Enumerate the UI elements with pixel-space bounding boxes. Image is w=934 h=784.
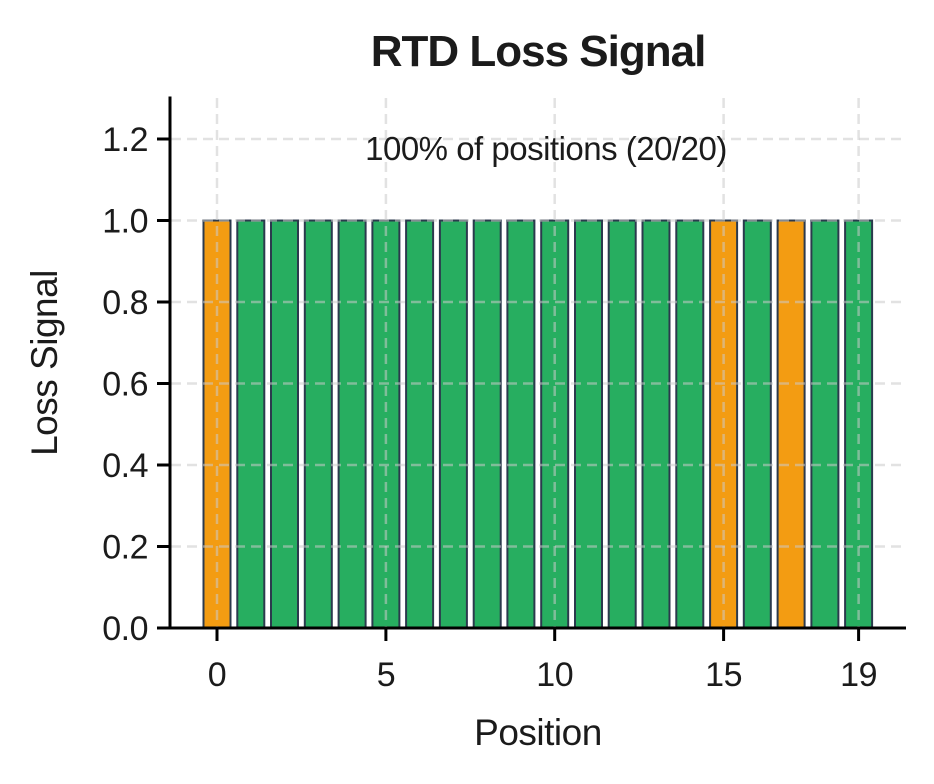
x-tick-label: 5 <box>377 656 395 694</box>
bar <box>405 219 435 629</box>
y-tick-label: 0.4 <box>102 447 148 485</box>
y-tick-label: 1.0 <box>102 203 148 241</box>
chart-title: RTD Loss Signal <box>371 27 706 76</box>
x-tick-label: 0 <box>208 656 226 694</box>
bar <box>810 219 840 629</box>
tick-labels: 0.0 0.2 0.4 0.6 0.8 1.0 1.2 0 5 10 15 19 <box>102 121 877 694</box>
bar <box>742 219 772 629</box>
axes <box>157 96 906 641</box>
y-tick-label: 0.6 <box>102 366 148 404</box>
y-tick-label: 0.2 <box>102 529 148 567</box>
bar <box>337 219 367 629</box>
x-tick-label: 19 <box>840 656 877 694</box>
y-tick-label: 0.8 <box>102 284 148 322</box>
bar <box>236 219 266 629</box>
bar <box>472 219 502 629</box>
bar <box>574 219 603 629</box>
bar <box>506 219 536 629</box>
annotation-text: 100% of positions (20/20) <box>365 130 727 167</box>
bar <box>675 219 705 629</box>
bar <box>438 219 468 629</box>
y-tick-label: 1.2 <box>102 121 148 159</box>
y-tick-label: 0.0 <box>102 610 148 648</box>
bar <box>270 219 299 629</box>
bar-highlighted <box>776 219 806 629</box>
x-tick-label: 15 <box>705 656 742 694</box>
bar <box>607 219 637 629</box>
x-tick-label: 10 <box>536 656 573 694</box>
gridlines <box>171 98 906 627</box>
y-axis-label: Loss Signal <box>24 270 65 456</box>
bar <box>303 219 333 629</box>
x-axis-label: Position <box>474 712 602 753</box>
bars <box>202 219 874 629</box>
bar <box>641 219 671 629</box>
